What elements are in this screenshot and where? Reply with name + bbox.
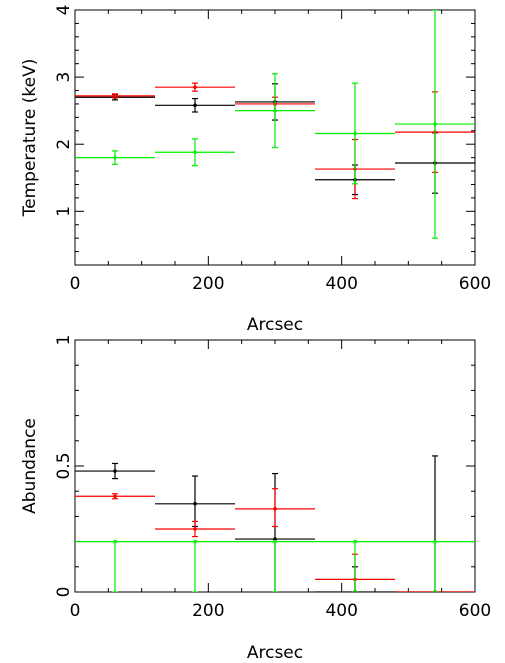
x-tick-label: 0 xyxy=(70,274,81,294)
x-axis-label: Arcsec xyxy=(247,315,303,335)
data-point xyxy=(353,131,357,136)
y-tick-label: 4 xyxy=(54,5,74,16)
data-point xyxy=(433,122,437,126)
y-tick-label: 2 xyxy=(54,139,74,150)
data-point xyxy=(193,502,197,506)
y-tick-label: 1 xyxy=(54,206,74,217)
x-tick-label: 0 xyxy=(70,601,81,621)
data-point xyxy=(113,469,117,473)
data-layer xyxy=(75,10,475,239)
data-point xyxy=(193,85,197,89)
data-point xyxy=(113,155,117,160)
data-point xyxy=(193,103,197,108)
data-point xyxy=(273,507,277,511)
abundance-panel: 0 200 400 600 0 0.5 1 Arcsec Abundance xyxy=(20,335,491,663)
data-point xyxy=(113,94,117,98)
data-point xyxy=(433,539,437,544)
series-2 xyxy=(75,10,475,239)
data-layer xyxy=(75,455,475,592)
y-tick-label: 1 xyxy=(54,335,74,346)
y-tick-label: 0.5 xyxy=(54,452,74,479)
data-point xyxy=(273,539,277,544)
x-tick-label: 200 xyxy=(192,274,224,294)
x-tick-label: 600 xyxy=(459,274,491,294)
data-point xyxy=(193,527,197,531)
series-2 xyxy=(75,539,475,592)
x-axis-label: Arcsec xyxy=(247,643,303,663)
x-tick-label: 200 xyxy=(192,601,224,621)
y-axis-label: Abundance xyxy=(20,418,40,514)
x-tick-label: 600 xyxy=(459,601,491,621)
x-tick-label: 400 xyxy=(325,601,357,621)
x-tick-label: 400 xyxy=(325,274,357,294)
temperature-panel: 0 200 400 600 1 2 3 4 Arcsec Temperature (keV) xyxy=(20,5,491,335)
data-point xyxy=(113,494,117,499)
data-point xyxy=(193,539,197,544)
data-point xyxy=(113,539,117,544)
y-tick-label: 3 xyxy=(54,72,74,83)
data-point xyxy=(273,537,277,541)
data-point xyxy=(273,108,277,113)
data-point xyxy=(193,150,197,155)
data-point xyxy=(353,539,357,544)
y-axis-label: Temperature (keV) xyxy=(20,59,40,218)
y-tick-label: 0 xyxy=(54,587,74,598)
